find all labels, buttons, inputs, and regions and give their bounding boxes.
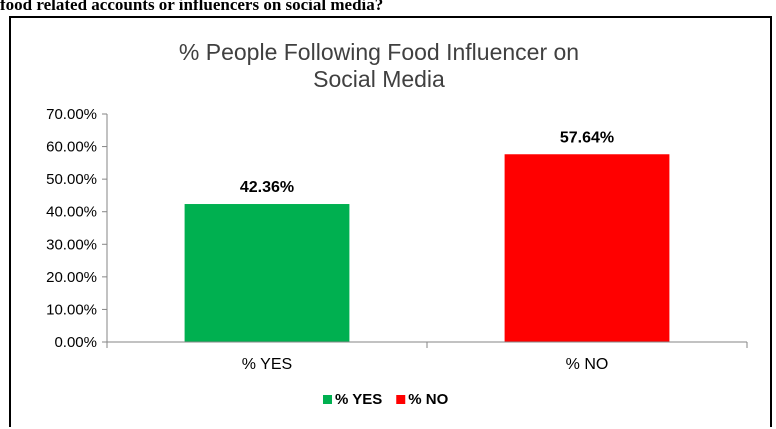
y-tick-label: 70.00%	[46, 106, 97, 123]
x-axis: % YES % NO	[106, 341, 748, 373]
legend-swatch	[323, 395, 332, 404]
legend: % YES % NO	[323, 391, 449, 408]
legend-swatch	[396, 395, 406, 404]
y-axis: 0.00% 10.00% 20.00% 30.00% 40.00% 50.00% 60.00…	[46, 106, 108, 351]
y-tick-label: 60.00%	[46, 139, 97, 156]
y-tick-label: 50.00%	[46, 171, 97, 188]
bar-yes	[184, 204, 350, 342]
y-tick-label: 30.00%	[46, 236, 97, 253]
bars: 42.36% 57.64%	[184, 129, 670, 342]
x-category-label: % YES	[242, 356, 292, 373]
chart-frame: % People Following Food Influencer on So…	[9, 16, 772, 427]
chart-title-line-1: % People Following Food Influencer on	[179, 39, 579, 65]
chart-title-line-2: Social Media	[313, 66, 445, 92]
y-tick-label: 10.00%	[46, 301, 97, 318]
data-label: 57.64%	[560, 129, 614, 146]
y-tick-label: 0.00%	[54, 334, 97, 351]
y-tick-label: 40.00%	[46, 204, 97, 221]
data-label: 42.36%	[240, 179, 294, 196]
legend-label: % YES	[335, 391, 382, 408]
document-question-text: food related accounts or influencers on …	[0, 0, 384, 14]
x-category-label: % NO	[566, 356, 609, 373]
legend-label: % NO	[408, 391, 448, 408]
bar-no	[504, 154, 670, 342]
bar-chart: % People Following Food Influencer on So…	[46, 39, 748, 408]
y-tick-label: 20.00%	[46, 269, 97, 286]
